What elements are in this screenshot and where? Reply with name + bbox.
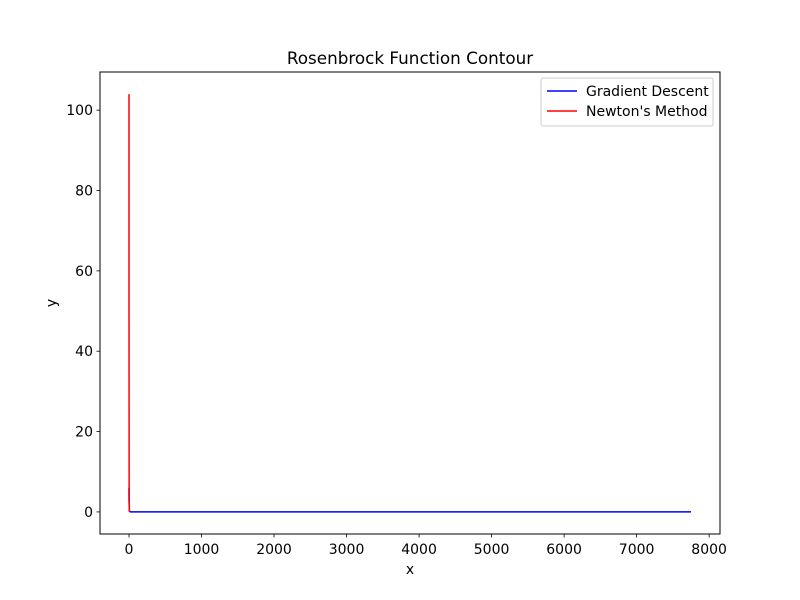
y-axis-ticks: 0 20 40 60 80 100 [66,103,100,521]
x-axis-ticks: 0 1000 2000 3000 4000 5000 6000 7000 8000 [125,534,727,558]
x-tick-label: 4000 [401,542,437,558]
y-tick-label: 0 [84,505,93,521]
x-axis-label: x [406,562,414,578]
y-tick-label: 60 [75,264,93,280]
x-tick-label: 3000 [329,542,365,558]
x-tick-label: 1000 [184,542,220,558]
y-tick-label: 40 [75,344,93,360]
legend-label-gradient-descent: Gradient Descent [586,84,709,100]
x-tick-label: 5000 [474,542,510,558]
y-tick-label: 100 [66,103,93,119]
x-tick-label: 0 [125,542,134,558]
legend: Gradient Descent Newton's Method [540,77,714,127]
chart-title: Rosenbrock Function Contour [287,48,533,68]
plot-frame [99,71,721,535]
y-axis-label: y [44,299,60,307]
legend-label-newtons-method: Newton's Method [586,104,708,120]
x-tick-label: 2000 [256,542,292,558]
x-tick-label: 8000 [691,542,727,558]
y-tick-label: 80 [75,184,93,200]
x-tick-label: 6000 [546,542,582,558]
plot-area [99,71,721,535]
plot-background [100,72,720,534]
legend-box [540,77,714,127]
series-layer [128,94,691,513]
x-tick-label: 7000 [619,542,655,558]
y-tick-label: 20 [75,425,93,441]
